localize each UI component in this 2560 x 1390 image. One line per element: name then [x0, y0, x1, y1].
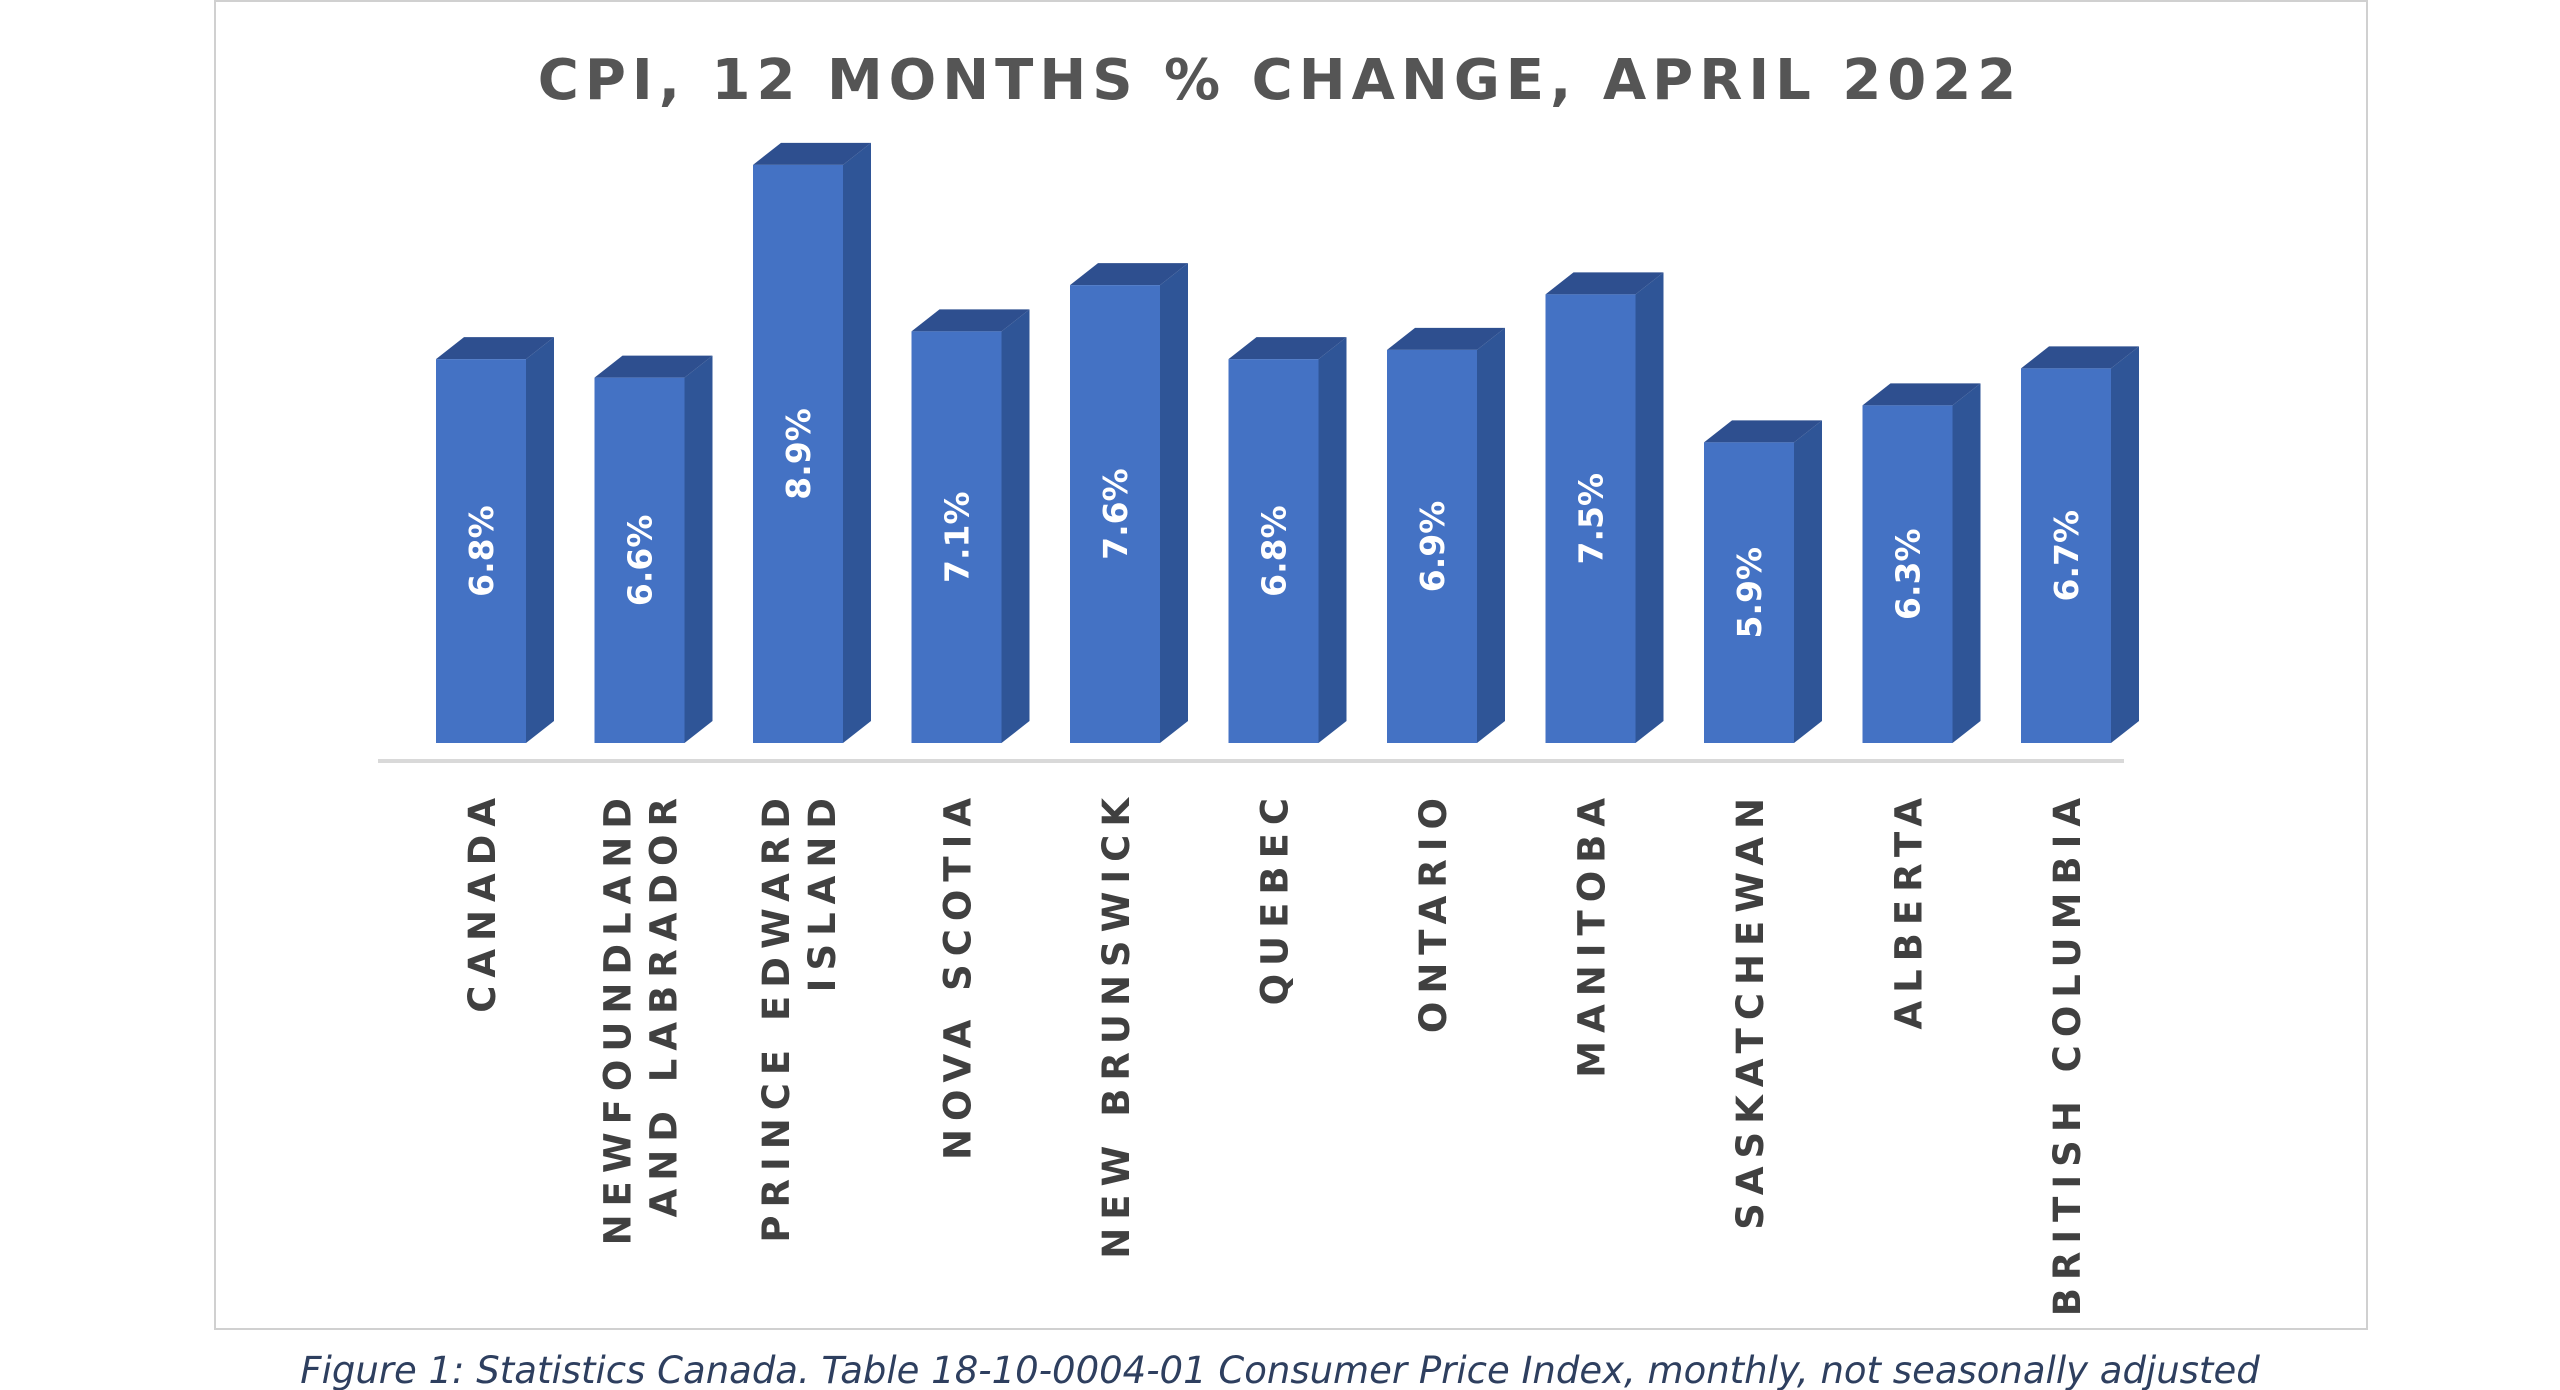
bar-value-label: 7.6% [1096, 468, 1135, 560]
bar-side-face [1794, 420, 1822, 743]
bar-front-face [436, 359, 526, 743]
category-label: AND LABRADOR [643, 790, 686, 1217]
bar-top-face [911, 309, 1030, 332]
bar-top-face [1228, 337, 1347, 360]
bar-value-label: 6.8% [462, 505, 501, 597]
category-label: QUEBEC [1254, 790, 1297, 1005]
bar-top-face [1070, 263, 1188, 286]
bar-value-label: 8.9% [779, 408, 818, 500]
bar-value-label: 7.1% [938, 491, 977, 583]
bar-top-face [753, 142, 871, 165]
bar-10 [1862, 383, 1981, 743]
bar-side-face [1952, 383, 1981, 743]
bar-7 [1387, 327, 1505, 743]
bar-top-face [594, 355, 713, 378]
bar-value-label: 6.3% [1889, 528, 1928, 620]
bar-6 [1228, 337, 1347, 743]
bar-side-face [1160, 263, 1188, 743]
bar-front-face [1862, 405, 1953, 743]
category-label: BRITISH COLUMBIA [2046, 790, 2089, 1316]
bar-front-face [1545, 294, 1636, 743]
bar-value-label: 6.7% [2047, 510, 2086, 602]
bar-front-face [1228, 359, 1319, 743]
category-label: ISLAND [801, 790, 844, 992]
category-label: ALBERTA [1888, 790, 1931, 1030]
bar-2 [594, 355, 713, 743]
bar-front-face [911, 331, 1002, 743]
bar-front-face [1704, 442, 1794, 743]
bar-side-face [843, 142, 871, 743]
category-label: SASKATCHEWAN [1729, 790, 1772, 1230]
bar-8 [1545, 272, 1664, 743]
bar-4 [911, 309, 1030, 743]
bar-1 [436, 337, 554, 743]
bar-value-label: 7.5% [1572, 473, 1611, 565]
bar-top-face [2021, 346, 2139, 369]
bar-front-face [2021, 368, 2111, 743]
bar-side-face [2111, 346, 2139, 743]
bar-side-face [526, 337, 554, 743]
bar-3 [753, 142, 871, 743]
bar-5 [1070, 263, 1188, 743]
bar-top-face [1387, 327, 1505, 350]
bar-side-face [1001, 309, 1030, 743]
chart-title: CPI, 12 MONTHS % CHANGE, APRIL 2022 [537, 48, 2023, 113]
bar-value-label: 6.6% [621, 515, 660, 607]
bar-front-face [594, 377, 685, 743]
bar-top-face [1704, 420, 1822, 443]
category-label: MANITOBA [1571, 790, 1614, 1078]
figure-caption: Figure 1: Statistics Canada. Table 18-10… [300, 1349, 2260, 1390]
bar-front-face [1070, 285, 1160, 743]
bar-top-face [1545, 272, 1664, 295]
bar-top-face [436, 337, 554, 360]
category-label: NOVA SCOTIA [937, 790, 980, 1160]
bar-side-face [1318, 337, 1347, 743]
bar-value-label: 6.8% [1255, 505, 1294, 597]
category-label: PRINCE EDWARD [755, 790, 798, 1243]
bar-top-face [1862, 383, 1981, 406]
category-label: CANADA [461, 790, 504, 1013]
bar-11 [2021, 346, 2139, 743]
bar-side-face [1635, 272, 1664, 743]
bar-9 [1704, 420, 1822, 743]
category-label: NEWFOUNDLAND [597, 790, 640, 1245]
bar-front-face [1387, 349, 1477, 743]
bar-value-label: 6.9% [1413, 501, 1452, 593]
bar-side-face [1477, 327, 1505, 743]
bar-value-label: 5.9% [1730, 547, 1769, 639]
category-label: NEW BRUNSWICK [1095, 790, 1138, 1259]
bar-side-face [684, 355, 713, 743]
bar-front-face [753, 164, 843, 743]
category-label: ONTARIO [1412, 790, 1455, 1033]
